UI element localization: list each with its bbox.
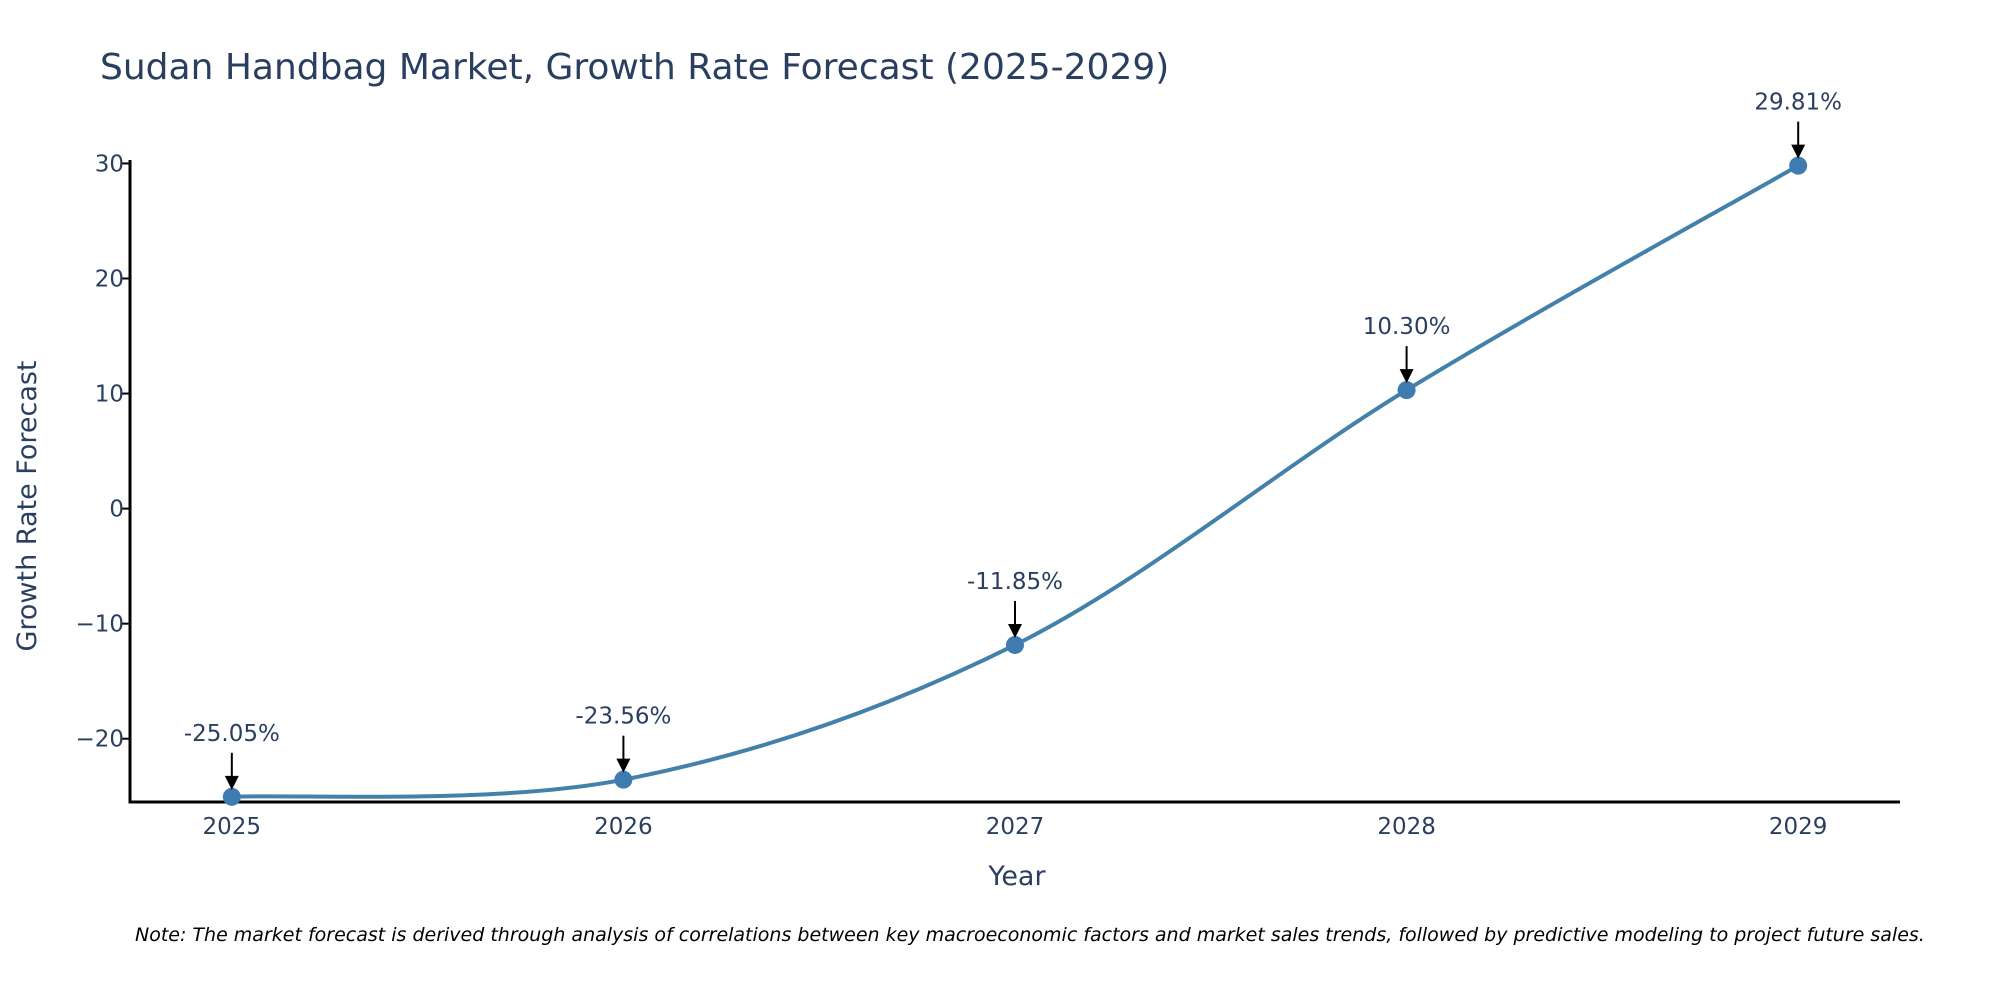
data-label: -11.85%	[967, 569, 1063, 595]
x-tick-label: 2025	[203, 814, 262, 840]
x-axis-label: Year	[987, 861, 1046, 892]
y-axis-ticks: 30 20 10 0 −10 −20	[75, 151, 130, 753]
data-point	[222, 787, 241, 806]
chart-title: Sudan Handbag Market, Growth Rate Foreca…	[100, 47, 1169, 88]
y-tick-label: −10	[75, 612, 124, 638]
data-labels: -25.05% -23.56% -11.85% 10.30% 29.81%	[184, 90, 1842, 790]
x-tick-label: 2027	[986, 814, 1045, 840]
data-label: -23.56%	[575, 704, 671, 730]
data-label: 10.30%	[1363, 314, 1451, 340]
x-tick-label: 2029	[1769, 814, 1828, 840]
x-tick-label: 2026	[594, 814, 653, 840]
annotation-arrowhead	[1399, 369, 1414, 384]
annotation-arrowhead	[1008, 623, 1022, 638]
series-line	[231, 163, 1800, 799]
y-tick-label: 30	[95, 151, 124, 177]
y-tick-label: 0	[109, 497, 124, 523]
y-tick-label: 10	[95, 382, 124, 408]
x-tick-label: 2028	[1377, 814, 1436, 840]
data-point	[614, 770, 633, 789]
x-axis-ticks: 2025 2026 2027 2028 2029	[203, 814, 1828, 840]
annotation-arrowhead	[1791, 144, 1806, 159]
footnote: Note: The market forecast is derived thr…	[135, 924, 1925, 946]
y-tick-label: −20	[75, 727, 124, 753]
data-point	[1006, 635, 1024, 654]
data-points	[222, 156, 1808, 806]
data-label: 29.81%	[1754, 90, 1842, 116]
y-axis-label: Growth Rate Forecast	[12, 360, 43, 651]
data-point	[1789, 156, 1808, 175]
y-tick-label: 20	[95, 267, 124, 293]
data-point	[1397, 381, 1416, 400]
annotation-arrowhead	[616, 758, 631, 773]
annotation-arrowhead	[224, 775, 239, 790]
data-label: -25.05%	[184, 721, 280, 747]
